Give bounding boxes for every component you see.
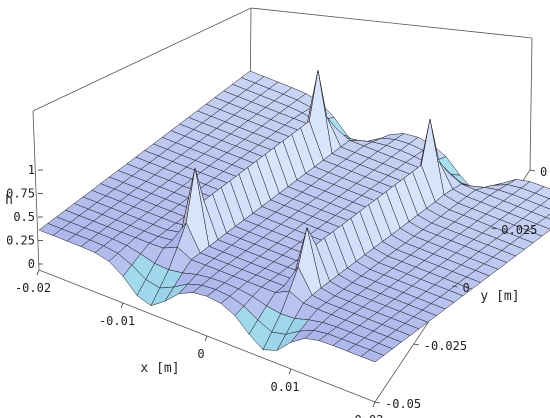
x-tick-mark-0 xyxy=(36,269,40,276)
axes: -0.02 -0.01 0 0.01 0.02 x [m] -0.05 -0.025 0 0.02… xyxy=(5,163,550,418)
z-axis-label: h xyxy=(5,193,13,208)
x-tick-mark-3 xyxy=(288,368,292,375)
surface-mesh xyxy=(38,69,550,363)
z-tick-label-1: 0.25 xyxy=(6,234,35,248)
z-tick-label-2: 0.5 xyxy=(13,210,35,224)
y-tick-mark-1 xyxy=(413,343,419,346)
y-tick-label-2: 0 xyxy=(463,281,470,295)
x-tick-mark-2 xyxy=(204,335,208,342)
x-tick-label-0: -0.02 xyxy=(15,281,51,295)
y-tick-mark-4 xyxy=(529,169,536,172)
z-tick-label-3: 0.75 xyxy=(6,187,35,201)
y-tick-mark-0 xyxy=(374,401,381,404)
x-tick-label-2: 0 xyxy=(197,347,204,361)
x-tick-label-3: 0.01 xyxy=(271,380,300,394)
surface-facet-23-21 xyxy=(545,213,550,220)
y-tick-mark-2 xyxy=(452,285,458,288)
z-tick-label-4: 1 xyxy=(28,163,35,177)
y-tick-label-3: 0.025 xyxy=(501,223,537,237)
surface-facet-23-0 xyxy=(360,349,385,363)
box-right-vertical-edge xyxy=(529,37,533,171)
z-tick-label-0: 0 xyxy=(28,257,35,271)
y-tick-label-0: -0.05 xyxy=(385,397,421,411)
x-tick-mark-1 xyxy=(120,302,124,309)
x-axis-label: x [m] xyxy=(140,361,179,376)
y-tick-label-4: 0.05 xyxy=(540,165,550,179)
y-tick-mark-3 xyxy=(491,227,497,230)
y-tick-label-1: -0.025 xyxy=(424,339,467,353)
x-tick-label-1: -0.01 xyxy=(99,314,135,328)
x-tick-mark-4 xyxy=(372,401,376,408)
box-left-vertical-edge xyxy=(32,110,40,271)
x-tick-label-4: 0.02 xyxy=(355,413,384,418)
y-axis-label: y [m] xyxy=(480,289,519,304)
